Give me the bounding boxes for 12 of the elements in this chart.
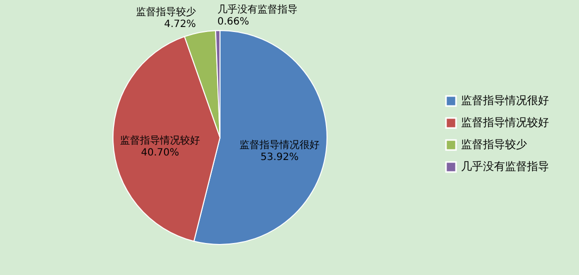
- legend-label: 监督指导情况很好: [461, 94, 549, 107]
- slice-label: 监督指导较少: [136, 6, 196, 18]
- slice-label: 监督指导情况很好: [240, 138, 320, 151]
- data-label: 0.66%: [217, 16, 250, 28]
- data-label: 40.70%: [140, 147, 180, 158]
- data-label: 53.92%: [260, 152, 299, 163]
- slice-label: 监督指导情况较好: [120, 134, 200, 146]
- slice-label: 几乎没有监督指导: [217, 4, 298, 16]
- legend-label: 监督指导情况较好: [461, 116, 549, 129]
- data-label: 4.72%: [164, 18, 196, 30]
- legend-label: 几乎没有监督指导: [461, 160, 549, 173]
- legend-label: 监督指导较少: [461, 138, 527, 151]
